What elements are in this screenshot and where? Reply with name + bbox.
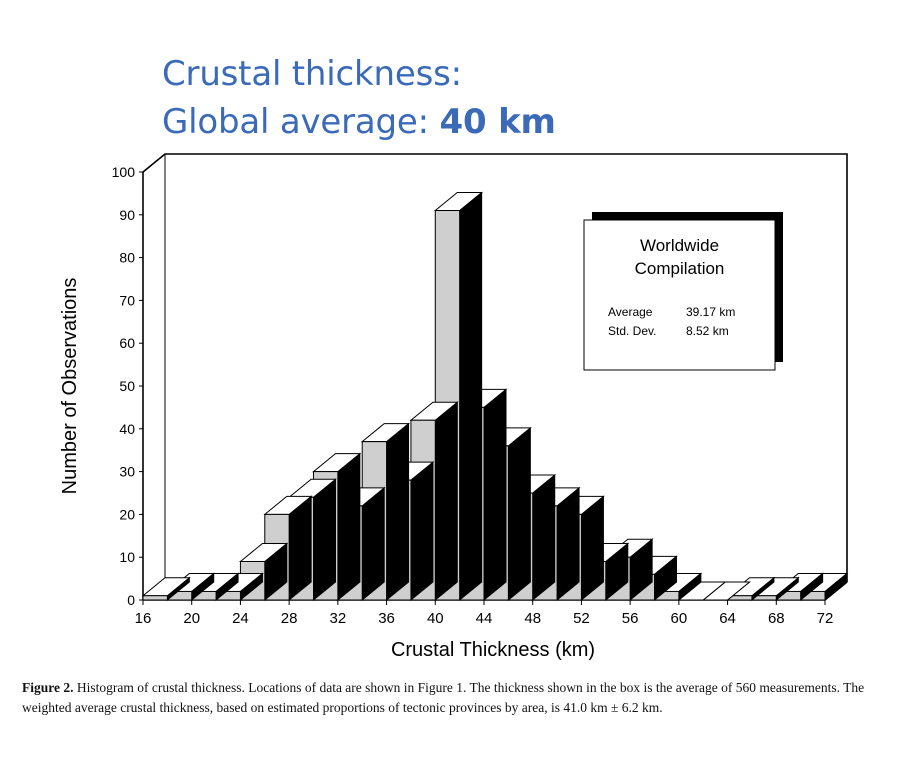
bar-side [434, 401, 458, 602]
annotation-title-line2: Compilation [635, 259, 725, 278]
annotation-stat1-value: 39.17 km [686, 305, 735, 319]
y-tick-label: 60 [119, 335, 135, 351]
bar-side [313, 478, 336, 602]
annotation-stat2-label: Std. Dev. [608, 324, 656, 338]
y-tick-label: 80 [119, 250, 135, 266]
slide-title-value: 40 km [439, 102, 556, 142]
x-tick-label: 36 [378, 610, 395, 627]
y-tick-label: 90 [119, 207, 135, 223]
slide-title-line2: Global average: 40 km [162, 98, 556, 146]
bar-side [483, 388, 507, 602]
x-tick-label: 60 [671, 610, 688, 627]
x-tick-label: 24 [232, 610, 249, 627]
annotation-title-line1: Worldwide [640, 236, 719, 255]
x-tick-label: 40 [427, 610, 444, 627]
x-axis-title: Crustal Thickness (km) [391, 639, 595, 661]
bar-side [556, 486, 580, 602]
figure-label: Figure 2. [22, 680, 74, 695]
figure-caption: Figure 2. Histogram of crustal thickness… [22, 678, 884, 718]
figure-caption-text: Histogram of crustal thickness. Location… [22, 680, 865, 715]
bar-side [532, 473, 556, 602]
bar-side [507, 426, 531, 602]
chart-back-frame [142, 153, 848, 582]
histogram-chart: 0 10 20 30 40 50 60 70 80 90 100 16 20 24 28 32 36 40 44 48… [59, 153, 849, 661]
slide-title-line1: Crustal thickness: [162, 54, 462, 94]
y-tick-label: 50 [119, 378, 135, 394]
x-tick-label: 68 [768, 610, 785, 627]
bar-side [337, 452, 361, 602]
x-tick-label: 44 [476, 610, 493, 627]
x-tick-label: 64 [719, 610, 736, 627]
slide-title: Crustal thickness: Global average: 40 km [162, 50, 556, 146]
y-tick-label: 0 [127, 592, 135, 608]
y-tick-label: 100 [112, 164, 136, 180]
x-tick-label: 16 [135, 610, 152, 627]
annotation-box [583, 219, 776, 371]
x-tick-label: 48 [524, 610, 541, 627]
y-tick-label: 70 [119, 292, 135, 308]
x-tick-label: 56 [622, 610, 639, 627]
bar-side [410, 461, 434, 602]
y-tick-label: 10 [119, 549, 135, 565]
y-axis-title: Number of Observations [59, 278, 81, 495]
x-tick-label: 28 [281, 610, 298, 627]
slide-title-prefix: Global average: [162, 102, 440, 142]
annotation-stat1-label: Average [608, 305, 653, 319]
x-tick-label: 52 [573, 610, 590, 627]
y-tick-label: 30 [119, 464, 135, 480]
annotation-stat2-value: 8.52 km [686, 324, 729, 338]
bar-side [459, 191, 483, 602]
bar-side [361, 486, 385, 602]
x-tick-label: 72 [817, 610, 834, 627]
x-tick-label: 32 [330, 610, 347, 627]
y-tick-label: 40 [119, 421, 135, 437]
bar-side [386, 422, 410, 602]
x-tick-label: 20 [183, 610, 200, 627]
bar [142, 595, 168, 601]
y-tick-label: 20 [119, 506, 135, 522]
